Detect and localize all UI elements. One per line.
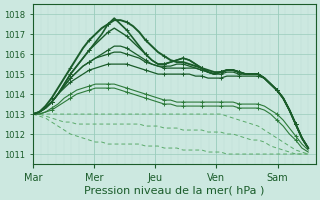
X-axis label: Pression niveau de la mer( hPa ): Pression niveau de la mer( hPa ) xyxy=(84,186,265,196)
